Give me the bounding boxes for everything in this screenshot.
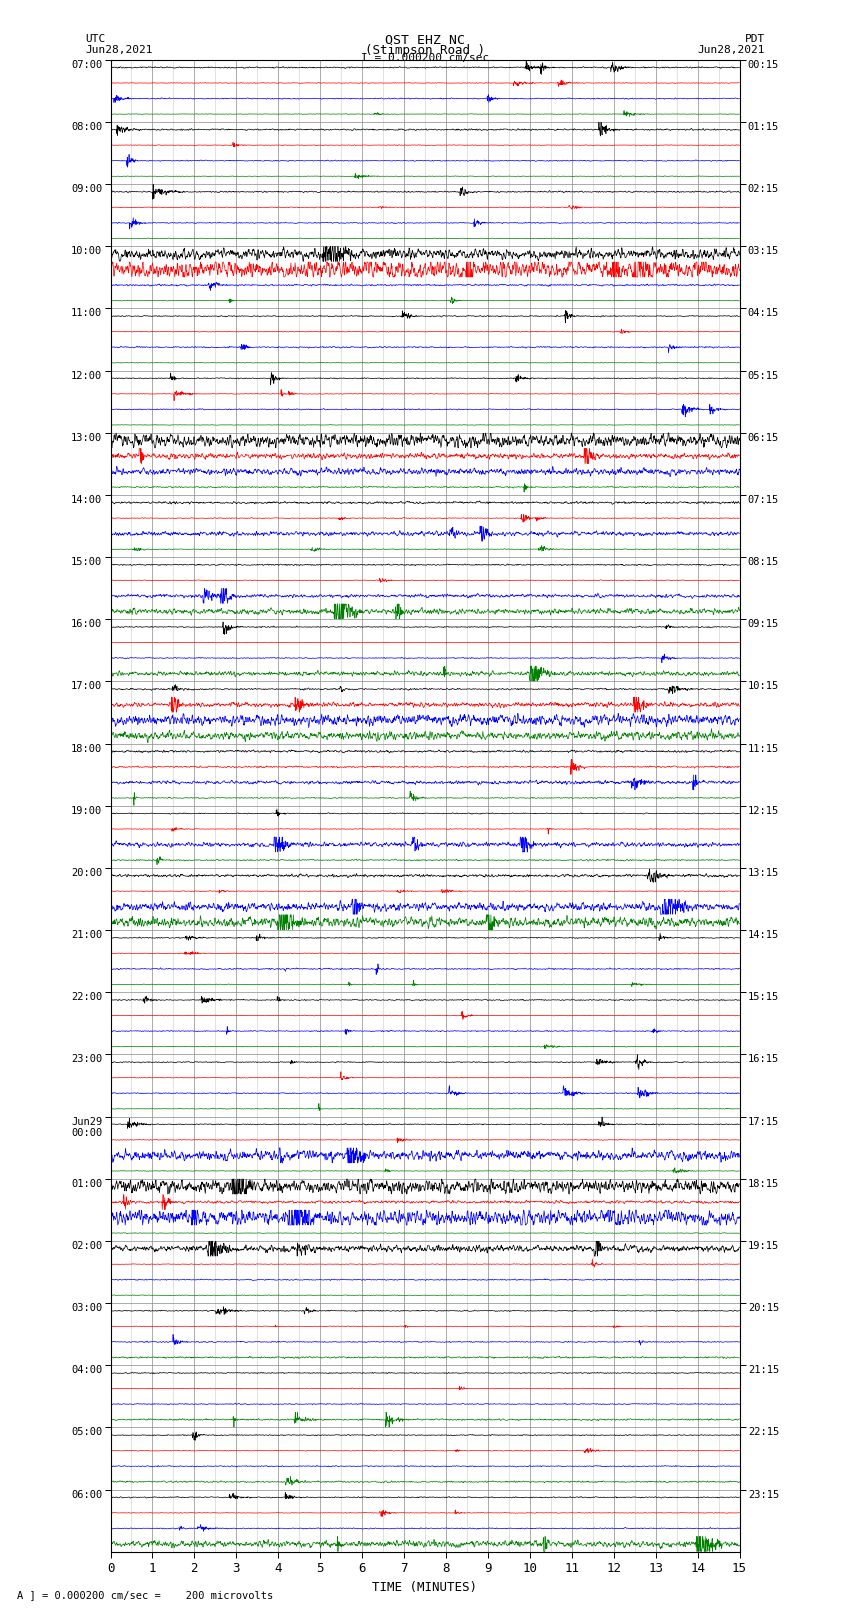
Text: Jun28,2021: Jun28,2021 [85, 45, 152, 55]
Text: OST EHZ NC: OST EHZ NC [385, 34, 465, 47]
Text: Jun28,2021: Jun28,2021 [698, 45, 765, 55]
Text: I = 0.000200 cm/sec: I = 0.000200 cm/sec [361, 53, 489, 63]
Text: A ] = 0.000200 cm/sec =    200 microvolts: A ] = 0.000200 cm/sec = 200 microvolts [17, 1590, 273, 1600]
Text: PDT: PDT [745, 34, 765, 44]
Text: UTC: UTC [85, 34, 105, 44]
Text: (Stimpson Road ): (Stimpson Road ) [365, 44, 485, 56]
X-axis label: TIME (MINUTES): TIME (MINUTES) [372, 1581, 478, 1594]
